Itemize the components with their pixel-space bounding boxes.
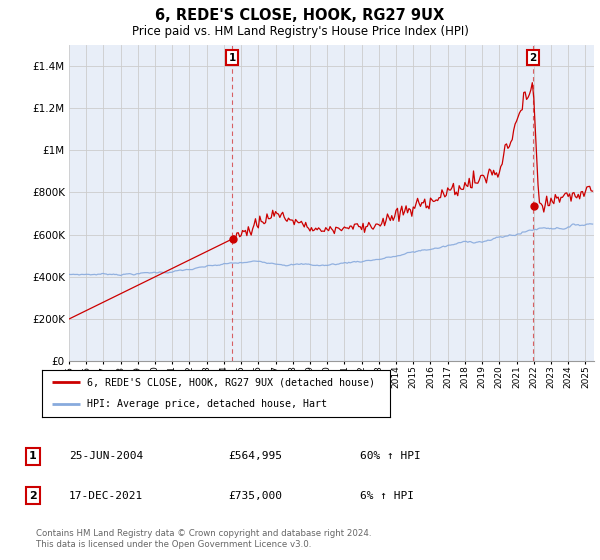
Text: 6% ↑ HPI: 6% ↑ HPI [360,491,414,501]
Text: 25-JUN-2004: 25-JUN-2004 [69,451,143,461]
Text: £735,000: £735,000 [228,491,282,501]
Text: 17-DEC-2021: 17-DEC-2021 [69,491,143,501]
Text: 1: 1 [29,451,37,461]
Text: HPI: Average price, detached house, Hart: HPI: Average price, detached house, Hart [87,399,327,409]
Text: Contains HM Land Registry data © Crown copyright and database right 2024.
This d: Contains HM Land Registry data © Crown c… [36,529,371,549]
Text: 2: 2 [29,491,37,501]
Text: 6, REDE'S CLOSE, HOOK, RG27 9UX: 6, REDE'S CLOSE, HOOK, RG27 9UX [155,8,445,24]
Text: 6, REDE'S CLOSE, HOOK, RG27 9UX (detached house): 6, REDE'S CLOSE, HOOK, RG27 9UX (detache… [87,377,375,388]
Text: 2: 2 [529,53,536,63]
Text: 1: 1 [229,53,236,63]
Text: 60% ↑ HPI: 60% ↑ HPI [360,451,421,461]
Text: Price paid vs. HM Land Registry's House Price Index (HPI): Price paid vs. HM Land Registry's House … [131,25,469,38]
Text: £564,995: £564,995 [228,451,282,461]
